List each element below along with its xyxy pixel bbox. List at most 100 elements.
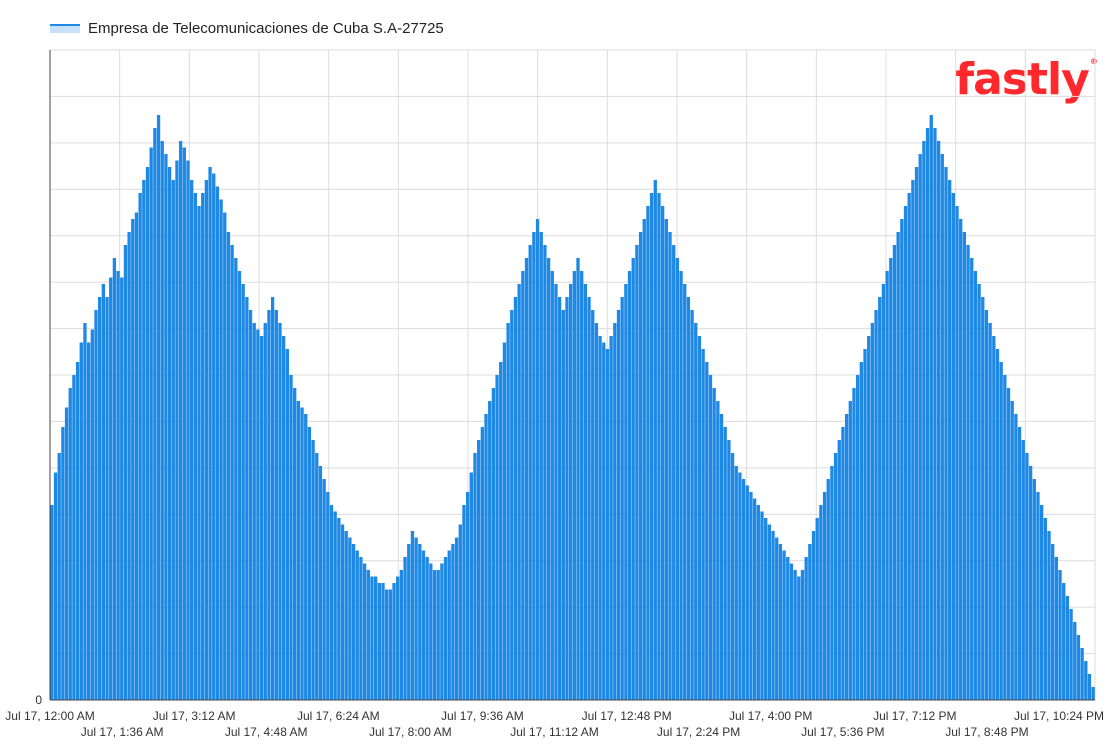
bar-127 bbox=[517, 284, 521, 700]
bar-89 bbox=[377, 583, 381, 700]
bar-260 bbox=[1006, 388, 1011, 700]
bar-173 bbox=[686, 297, 691, 700]
bar-244 bbox=[948, 180, 952, 700]
x-tick-label-6: Jul 17, 9:36 AM bbox=[441, 709, 524, 723]
bar-9 bbox=[83, 323, 87, 700]
bar-40 bbox=[197, 206, 201, 700]
bar-2 bbox=[57, 453, 61, 700]
bar-48 bbox=[226, 232, 231, 700]
bar-278 bbox=[1073, 622, 1077, 700]
bar-41 bbox=[201, 193, 205, 700]
bar-179 bbox=[708, 375, 713, 700]
bar-140 bbox=[565, 297, 569, 700]
bar-98 bbox=[410, 531, 415, 700]
bar-83 bbox=[355, 550, 359, 700]
bar-265 bbox=[1025, 453, 1029, 700]
bar-264 bbox=[1021, 440, 1025, 700]
bar-66 bbox=[293, 388, 297, 700]
bar-207 bbox=[811, 531, 816, 700]
bar-60 bbox=[270, 297, 275, 700]
bar-251 bbox=[973, 271, 978, 700]
bar-222 bbox=[867, 336, 871, 700]
x-tick-label-5: Jul 17, 8:00 AM bbox=[369, 725, 452, 739]
bar-42 bbox=[204, 180, 209, 700]
bar-271 bbox=[1047, 531, 1051, 700]
bar-190 bbox=[749, 492, 753, 700]
bar-204 bbox=[800, 570, 805, 700]
bar-171 bbox=[679, 271, 683, 700]
bar-181 bbox=[716, 401, 720, 700]
bar-167 bbox=[664, 219, 668, 700]
bar-149 bbox=[598, 336, 602, 700]
bar-160 bbox=[638, 232, 643, 700]
bar-50 bbox=[234, 258, 238, 700]
bar-232 bbox=[903, 206, 908, 700]
bar-17 bbox=[112, 258, 117, 700]
bar-92 bbox=[388, 589, 393, 700]
x-tick-label-7: Jul 17, 11:12 AM bbox=[510, 725, 599, 739]
bar-195 bbox=[767, 524, 772, 700]
bar-242 bbox=[940, 154, 944, 700]
bar-58 bbox=[263, 323, 267, 700]
bar-26 bbox=[145, 167, 150, 700]
bar-239 bbox=[929, 115, 933, 700]
x-tick-label-11: Jul 17, 5:36 PM bbox=[801, 725, 884, 739]
legend[interactable]: Empresa de Telecomunicaciones de Cuba S.… bbox=[50, 20, 444, 37]
bar-121 bbox=[495, 375, 499, 700]
bar-146 bbox=[587, 297, 591, 700]
bar-64 bbox=[285, 349, 289, 700]
bar-155 bbox=[620, 297, 624, 700]
bar-200 bbox=[786, 557, 790, 700]
bar-100 bbox=[418, 544, 422, 700]
bar-243 bbox=[944, 167, 948, 700]
legend-label: Empresa de Telecomunicaciones de Cuba S.… bbox=[88, 20, 444, 37]
legend-swatch bbox=[50, 24, 80, 33]
bar-78 bbox=[337, 518, 341, 700]
bar-62 bbox=[278, 323, 282, 700]
bar-259 bbox=[1003, 375, 1007, 700]
bar-138 bbox=[557, 297, 562, 700]
bar-87 bbox=[370, 576, 374, 700]
bar-225 bbox=[878, 297, 882, 700]
bar-231 bbox=[900, 219, 904, 700]
x-tick-label-10: Jul 17, 4:00 PM bbox=[729, 709, 812, 723]
bar-11 bbox=[90, 329, 94, 700]
bar-263 bbox=[1017, 427, 1022, 700]
bar-56 bbox=[256, 329, 260, 700]
bar-180 bbox=[712, 388, 716, 700]
bar-216 bbox=[844, 414, 849, 700]
bar-82 bbox=[351, 544, 356, 700]
bar-212 bbox=[830, 466, 834, 700]
bar-280 bbox=[1080, 648, 1084, 700]
bar-166 bbox=[660, 206, 665, 700]
bar-230 bbox=[896, 232, 900, 700]
bar-67 bbox=[296, 401, 301, 700]
bar-196 bbox=[771, 531, 775, 700]
bar-177 bbox=[701, 349, 705, 700]
bar-210 bbox=[822, 492, 827, 700]
bar-148 bbox=[594, 323, 599, 700]
bar-125 bbox=[510, 310, 514, 700]
bar-152 bbox=[609, 336, 613, 700]
bar-194 bbox=[764, 518, 768, 700]
bar-178 bbox=[705, 362, 709, 700]
bar-35 bbox=[178, 141, 183, 700]
bar-116 bbox=[477, 440, 481, 700]
bar-252 bbox=[977, 284, 981, 700]
bar-163 bbox=[649, 193, 654, 700]
bar-258 bbox=[999, 362, 1003, 700]
bar-253 bbox=[981, 297, 985, 700]
bar-95 bbox=[399, 570, 404, 700]
bar-44 bbox=[212, 173, 216, 700]
bar-220 bbox=[859, 362, 863, 700]
bar-27 bbox=[149, 147, 153, 700]
fastly-logo-text: fastly bbox=[955, 54, 1090, 105]
bar-113 bbox=[465, 492, 470, 700]
bar-51 bbox=[237, 271, 242, 700]
bar-169 bbox=[672, 245, 676, 700]
bar-126 bbox=[513, 297, 518, 700]
bar-119 bbox=[488, 401, 492, 700]
bar-211 bbox=[826, 479, 830, 700]
bar-97 bbox=[407, 544, 411, 700]
bar-65 bbox=[289, 375, 293, 700]
